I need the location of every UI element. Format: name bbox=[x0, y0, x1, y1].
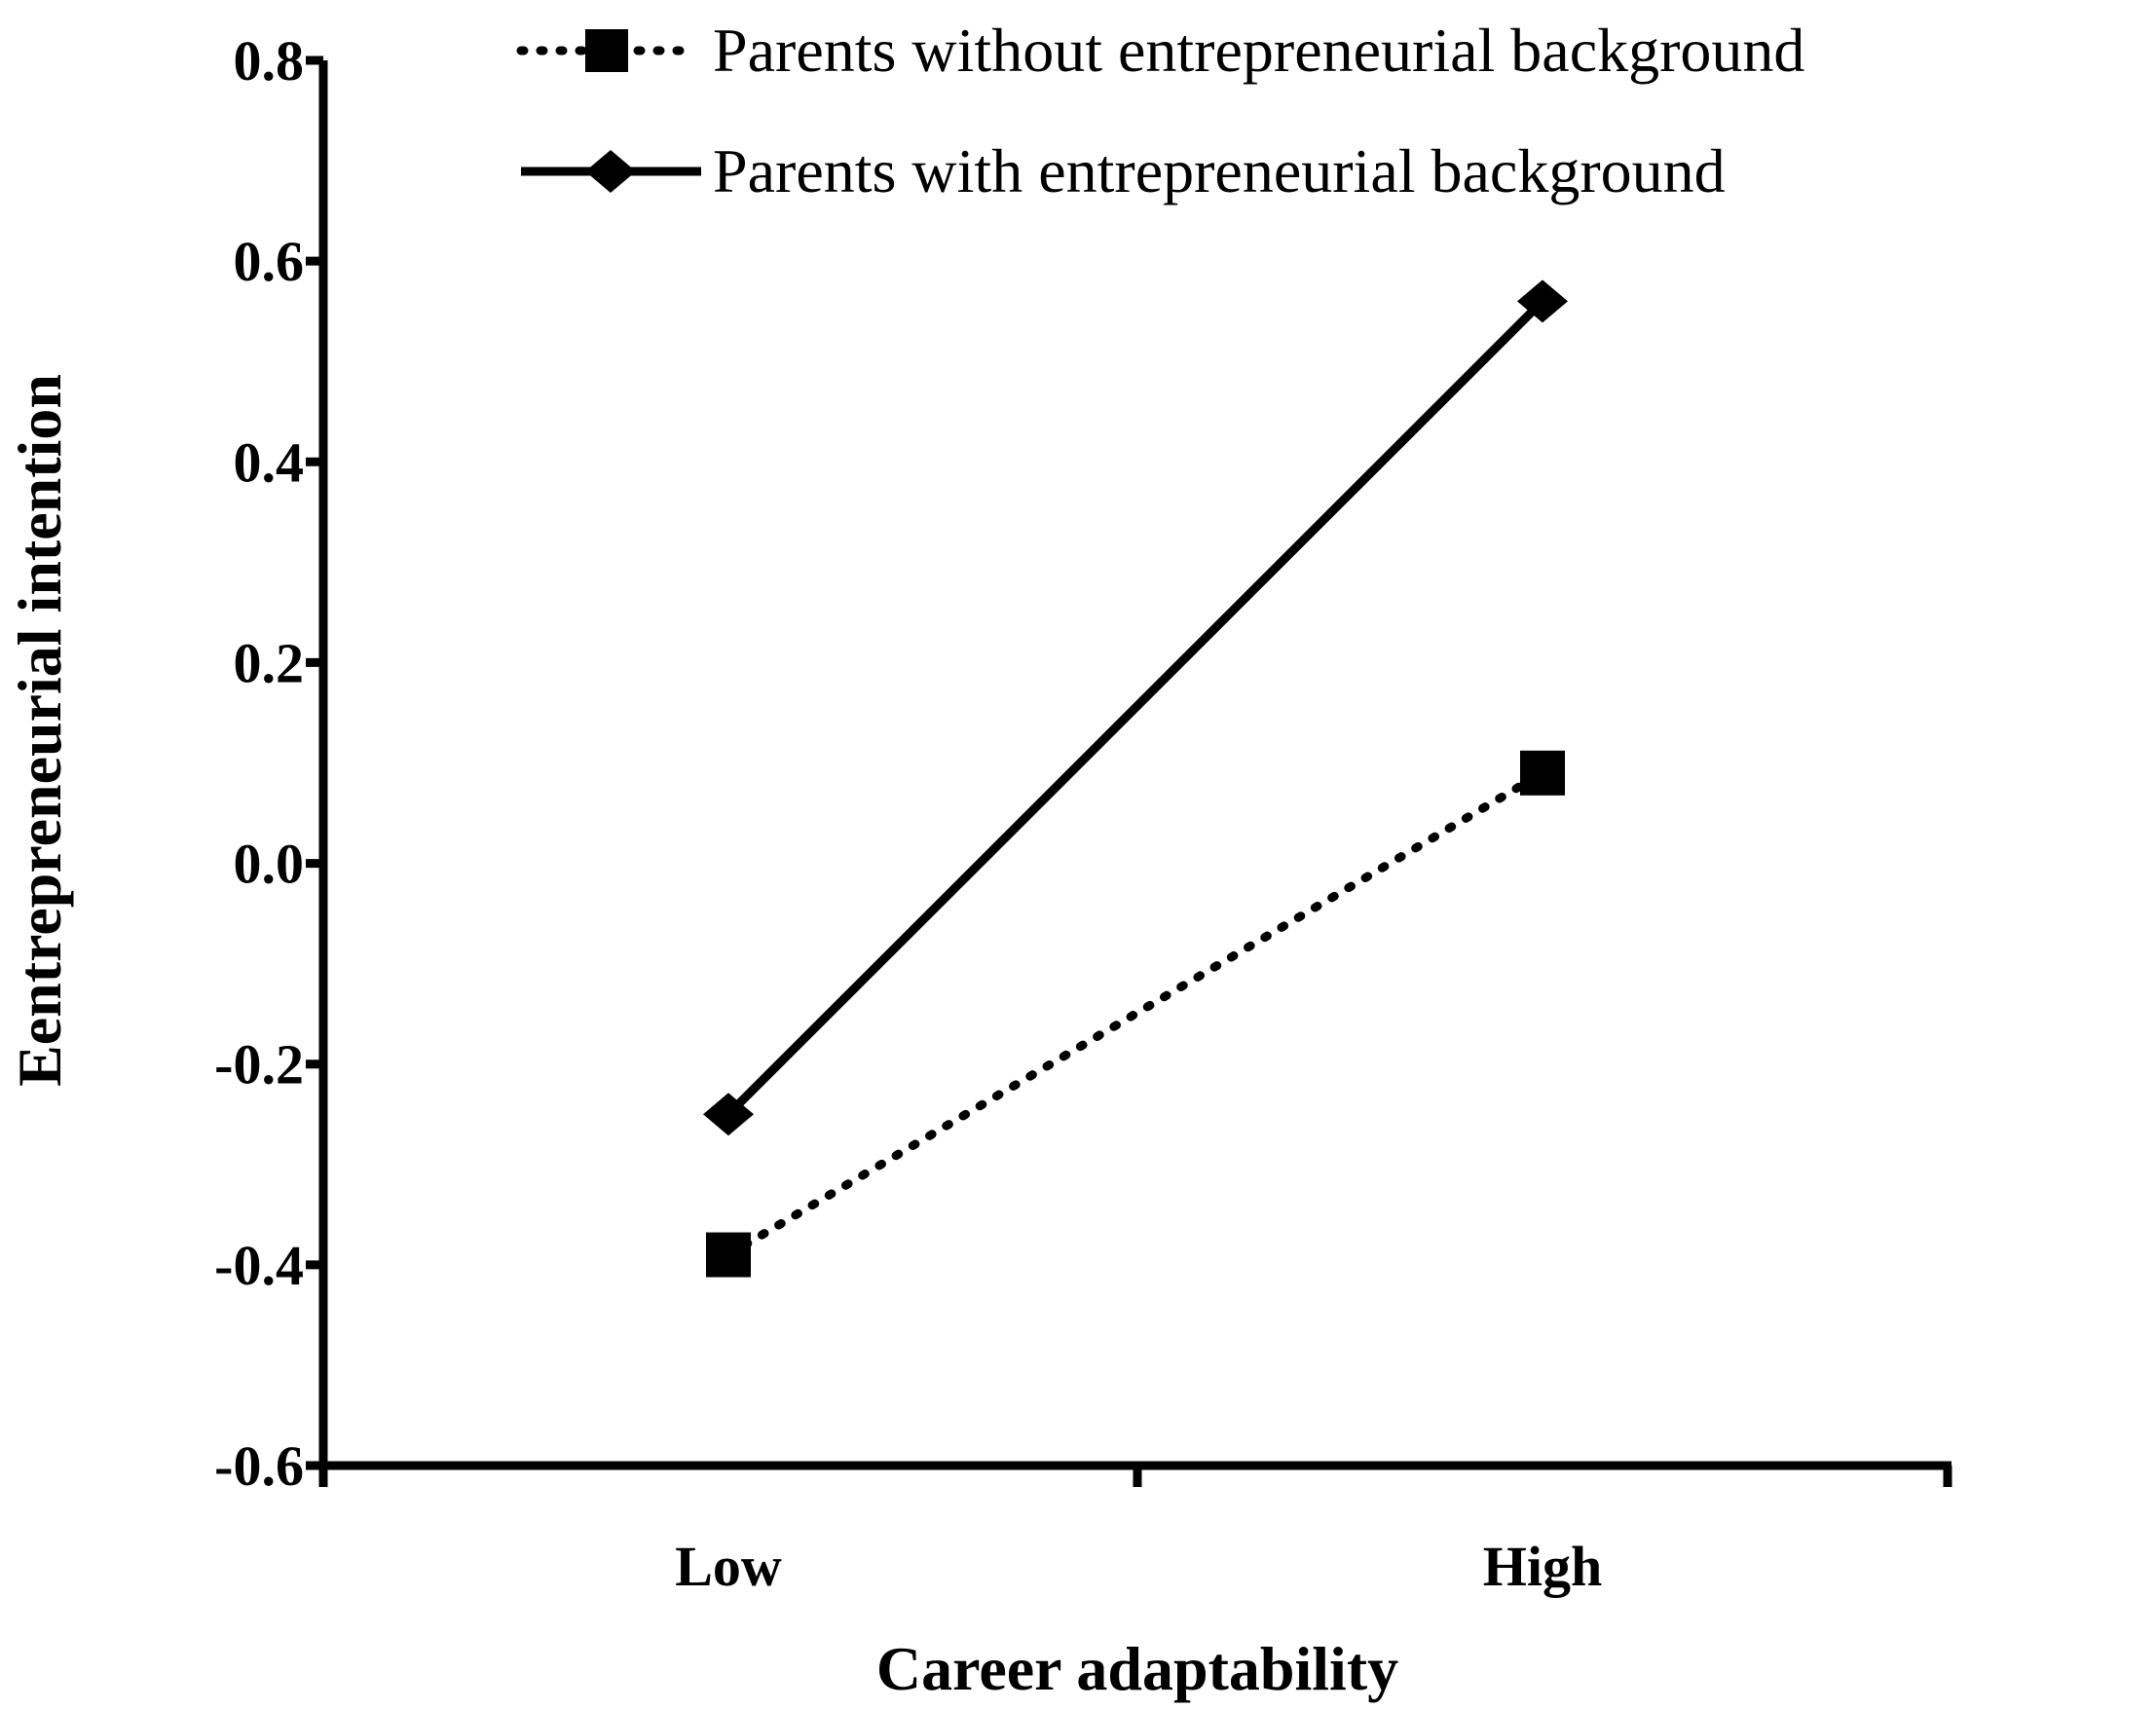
y-tick-label: 0.6 bbox=[234, 230, 305, 293]
y-tick-label: 0.2 bbox=[234, 631, 305, 694]
legend: Parents without entrepreneurial backgrou… bbox=[516, 16, 1804, 205]
diamond-marker bbox=[703, 1093, 754, 1136]
x-tick-label: High bbox=[1483, 1535, 1603, 1598]
legend-label-without: Parents without entrepreneurial backgrou… bbox=[713, 16, 1804, 85]
legend-entry-with: Parents with entrepreneurial background bbox=[521, 136, 1726, 205]
legend-diamond-marker bbox=[585, 150, 636, 193]
y-ticks: 0.8 0.6 0.4 0.2 0.0 -0.2 -0.4 -0.6 bbox=[214, 29, 323, 1498]
axes bbox=[306, 60, 1952, 1470]
series-line bbox=[725, 298, 1546, 1118]
y-tick-label: 0.8 bbox=[234, 29, 305, 93]
square-marker bbox=[706, 1232, 751, 1278]
square-marker bbox=[1520, 750, 1565, 796]
y-tick-label: -0.2 bbox=[214, 1033, 304, 1096]
y-tick-label: 0.0 bbox=[234, 833, 305, 896]
x-ticks: Low High bbox=[318, 1466, 1952, 1598]
y-tick-label: 0.4 bbox=[234, 430, 305, 494]
series-0 bbox=[706, 750, 1565, 1278]
x-tick-label: Low bbox=[675, 1535, 782, 1598]
legend-label-with: Parents with entrepreneurial background bbox=[713, 136, 1726, 205]
series-layer bbox=[703, 279, 1568, 1278]
diamond-marker bbox=[1517, 279, 1568, 323]
y-axis-title: Eentrepreneurial intention bbox=[5, 374, 74, 1087]
legend-square-marker bbox=[585, 29, 628, 72]
legend-entry-without: Parents without entrepreneurial backgrou… bbox=[516, 16, 1804, 85]
series-line bbox=[724, 768, 1547, 1260]
y-tick-label: -0.4 bbox=[214, 1234, 304, 1297]
series-1 bbox=[703, 279, 1568, 1136]
y-tick-label: -0.6 bbox=[214, 1434, 304, 1498]
x-axis-title: Career adaptability bbox=[876, 1634, 1398, 1703]
